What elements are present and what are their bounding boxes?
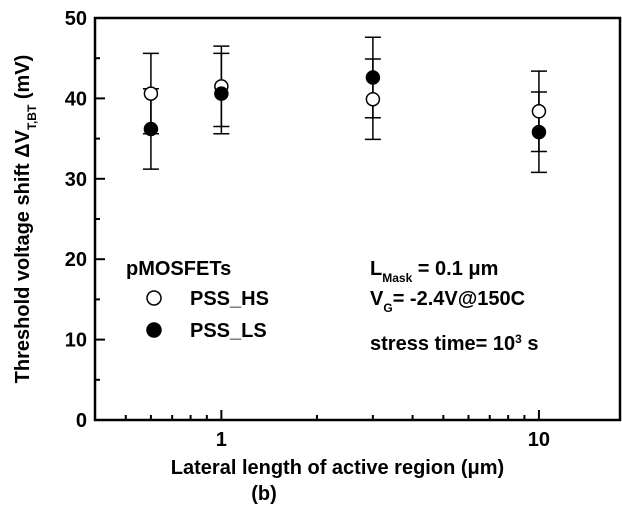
y-tick-label: 40 (65, 88, 87, 110)
annotation-part: = 0.1 μm (412, 258, 498, 280)
annotation-part: Mask (382, 271, 412, 285)
legend-label: PSS_HS (190, 288, 269, 310)
plot-frame (93, 16, 622, 422)
annotation-part: s (522, 333, 539, 355)
y-tick-label: 0 (76, 410, 87, 432)
x-tick-label: 10 (528, 429, 550, 451)
y-tick-label: 10 (65, 330, 87, 352)
y-axis-label: Threshold voltage shift ΔVT,BT (mV) (12, 55, 39, 384)
y-tick-label: 30 (65, 169, 87, 191)
annotation-part: 3 (515, 332, 522, 346)
x-tick-label: 1 (216, 429, 227, 451)
y-tick-label: 50 (65, 8, 87, 30)
annotation: stress time= 103 s (370, 332, 538, 355)
legend-marker (146, 322, 162, 338)
data-point (365, 91, 381, 107)
annotation-part: L (370, 258, 382, 280)
legend-title: pMOSFETs (126, 258, 231, 280)
data-point (365, 70, 381, 85)
annotation-part: V (370, 288, 384, 310)
annotation-part: = -2.4V@150C (393, 288, 525, 310)
legend-marker (146, 290, 162, 306)
y-axis-label-part: (mV) (12, 55, 34, 105)
caption: (b) (251, 483, 277, 505)
data-point (143, 121, 159, 137)
data-point (531, 104, 547, 119)
annotation-part: stress time= 10 (370, 333, 515, 355)
legend-label: PSS_LS (190, 320, 267, 342)
data-point (214, 86, 229, 101)
annotation-part: G (383, 301, 392, 315)
data-point (143, 86, 159, 101)
data-point (531, 124, 547, 140)
y-tick-label: 20 (65, 249, 87, 271)
x-axis-label: Lateral length of active region (μm) (171, 457, 504, 479)
y-axis-label-part: Threshold voltage shift ΔV (12, 129, 34, 383)
annotation: VG= -2.4V@150C (370, 288, 525, 315)
annotation: LMask = 0.1 μm (370, 258, 498, 285)
y-axis-label-part: T,BT (25, 104, 39, 130)
